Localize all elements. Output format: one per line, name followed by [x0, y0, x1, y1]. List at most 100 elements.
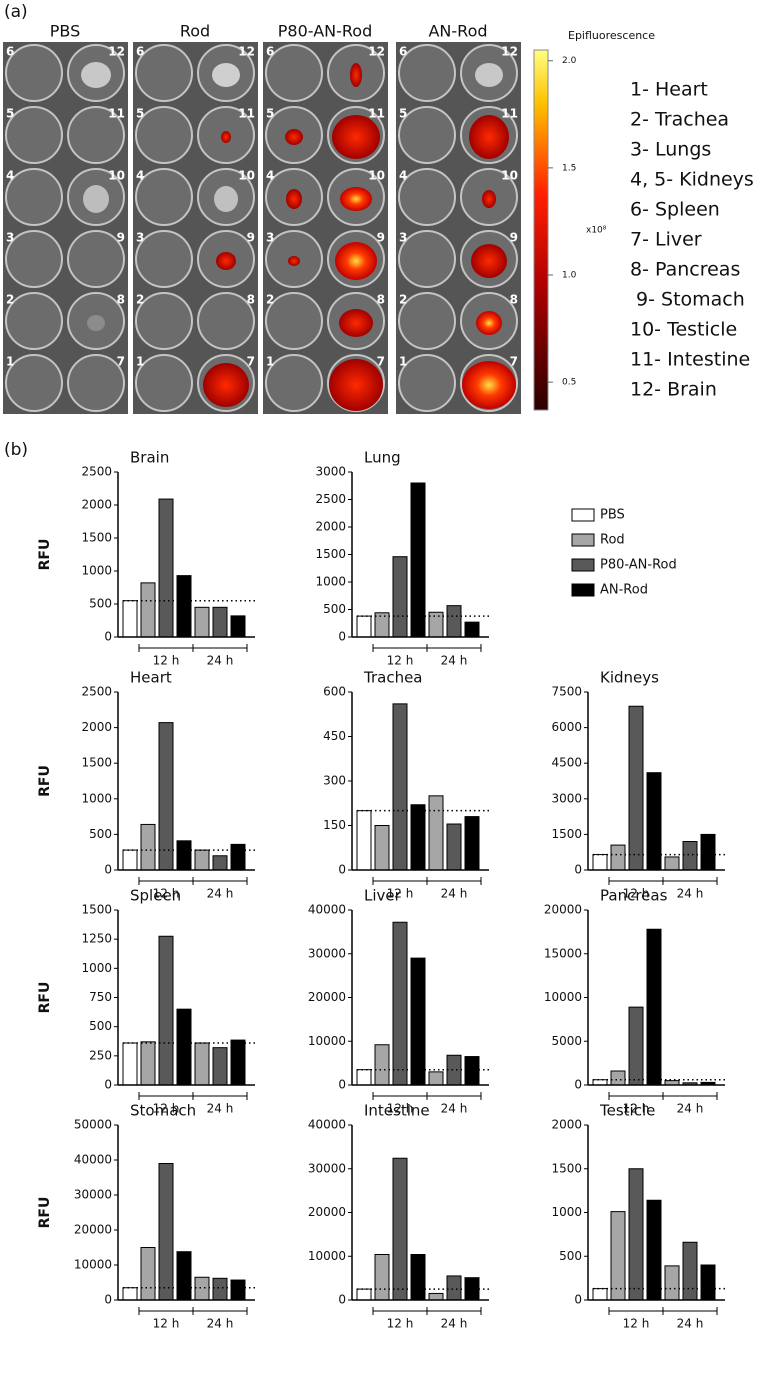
y-tick-label: 500: [323, 602, 346, 616]
bar: [592, 1079, 608, 1086]
organ-key: 3- Lungs: [630, 139, 711, 161]
bar: [464, 1056, 480, 1086]
chart-title: Heart: [130, 669, 172, 687]
tissue: [212, 63, 240, 87]
y-tick-label: 500: [89, 597, 112, 611]
y-tick-label: 750: [89, 990, 112, 1004]
bar: [176, 575, 192, 638]
organ-key: 8- Pancreas: [630, 259, 740, 281]
bar: [356, 615, 372, 638]
y-tick-label: 1500: [81, 531, 112, 545]
y-tick-label: 4500: [551, 756, 582, 770]
y-tick-label: 1250: [81, 932, 112, 946]
tissue: [482, 190, 496, 208]
organ-key: 12- Brain: [630, 379, 717, 401]
well: [265, 292, 323, 350]
legend-swatch: [571, 583, 595, 597]
well-number: 6: [399, 45, 407, 59]
well-number: 10: [108, 169, 125, 183]
bar: [212, 855, 228, 871]
y-tick-label: 2500: [81, 465, 112, 479]
well-number: 1: [136, 355, 144, 369]
chart-title: Testicle: [599, 1102, 655, 1120]
organ-key: 9- Stomach: [630, 289, 745, 311]
y-tick-label: 0: [574, 1293, 582, 1307]
bar: [374, 825, 390, 871]
colorbar: [533, 49, 549, 411]
bar: [356, 1288, 372, 1301]
well-number: 9: [247, 231, 255, 245]
well-number: 5: [6, 107, 14, 121]
tissue: [335, 242, 377, 280]
y-tick-label: 2000: [315, 520, 346, 534]
y-tick-label: 30000: [308, 946, 346, 960]
bar: [628, 1168, 644, 1301]
organ-key: 1- Heart: [630, 79, 708, 101]
y-tick-label: 1500: [551, 827, 582, 841]
x-tick-label: 12 h: [153, 654, 180, 668]
well-number: 2: [6, 293, 14, 307]
y-tick-label: 30000: [74, 1188, 112, 1202]
well-number: 8: [247, 293, 255, 307]
tissue: [83, 185, 109, 213]
bar: [700, 833, 716, 871]
well-number: 9: [117, 231, 125, 245]
y-tick-label: 0: [338, 1078, 346, 1092]
bar: [410, 957, 426, 1086]
y-tick-label: 0: [574, 863, 582, 877]
well: [398, 44, 456, 102]
y-tick-label: 1500: [81, 756, 112, 770]
organ-key: 11- Intestine: [630, 349, 750, 371]
colorbar-tick-label: 1.5: [562, 163, 576, 173]
y-tick-label: 0: [104, 863, 112, 877]
bar: [464, 1277, 480, 1301]
organ-key: 7- Liver: [630, 229, 702, 251]
well-number: 5: [136, 107, 144, 121]
x-tick-label: 24 h: [207, 1317, 234, 1331]
well-number: 11: [501, 107, 518, 121]
x-tick-label: 12 h: [387, 887, 414, 901]
y-axis-label: RFU: [37, 982, 53, 1014]
y-tick-label: 1000: [315, 575, 346, 589]
y-tick-label: 0: [338, 630, 346, 644]
x-tick-label: 24 h: [677, 1102, 704, 1116]
chart-title: Spleen: [130, 887, 181, 905]
bar: [194, 849, 210, 871]
bar: [212, 606, 228, 638]
bar: [592, 1288, 608, 1301]
well: [265, 44, 323, 102]
tissue: [286, 189, 302, 209]
colorbar-unit: x10⁸: [586, 226, 607, 236]
well: [135, 44, 193, 102]
x-tick-label: 24 h: [677, 887, 704, 901]
well-number: 7: [377, 355, 385, 369]
bar: [410, 804, 426, 871]
tissue: [221, 131, 231, 143]
legend-swatch: [571, 533, 595, 547]
y-tick-label: 2000: [81, 498, 112, 512]
well: [398, 106, 456, 164]
y-tick-label: 10000: [544, 990, 582, 1004]
y-tick-label: 50000: [74, 1118, 112, 1132]
bar: [230, 843, 246, 871]
colorbar-tick-label: 0.5: [562, 378, 576, 388]
well-number: 12: [368, 45, 385, 59]
well: [5, 354, 63, 412]
well-number: 11: [108, 107, 125, 121]
y-tick-label: 0: [104, 1078, 112, 1092]
well-number: 3: [6, 231, 14, 245]
tissue: [469, 115, 509, 159]
panel-label: (b): [4, 440, 28, 460]
organ-key: 4, 5- Kidneys: [630, 169, 754, 191]
well: [5, 106, 63, 164]
chart-title: Stomach: [130, 1102, 196, 1120]
well-number: 3: [266, 231, 274, 245]
tissue: [203, 363, 249, 407]
y-tick-label: 20000: [544, 903, 582, 917]
colorbar-tick-label: 2.0: [562, 56, 577, 66]
legend-label: P80-AN-Rod: [600, 558, 677, 573]
y-tick-label: 1500: [315, 547, 346, 561]
bar: [428, 611, 444, 638]
legend-swatch: [571, 508, 595, 522]
